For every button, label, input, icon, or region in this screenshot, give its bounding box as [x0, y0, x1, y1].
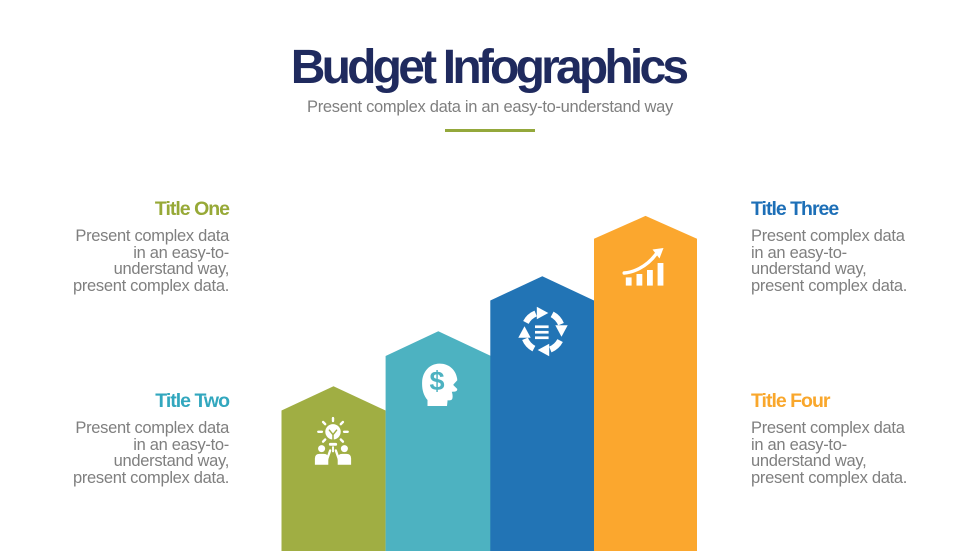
svg-text:$: $: [429, 366, 444, 396]
